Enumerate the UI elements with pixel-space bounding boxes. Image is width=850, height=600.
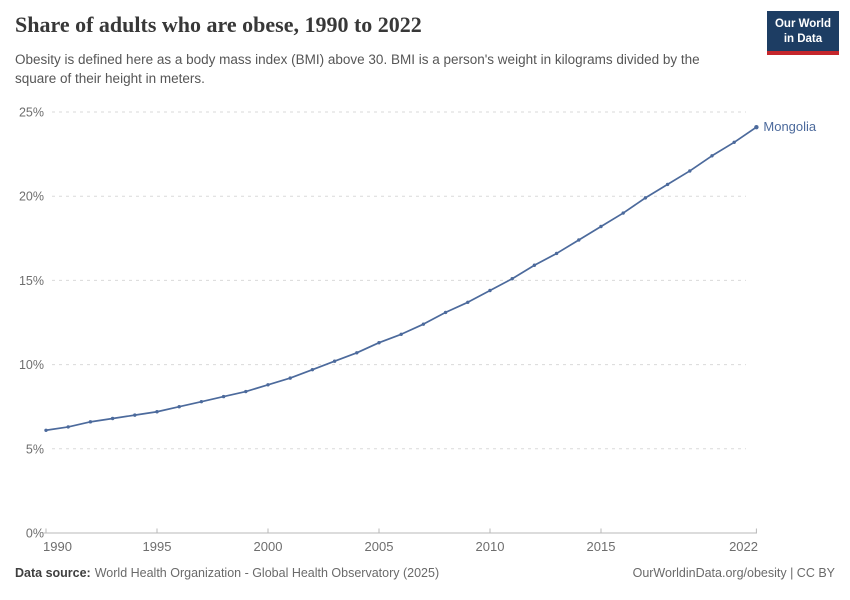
data-source-value: World Health Organization - Global Healt… (94, 566, 440, 580)
y-tick-label: 25% (19, 106, 44, 120)
data-point (244, 389, 248, 394)
data-point (332, 359, 337, 363)
data-point (110, 416, 115, 421)
data-point (443, 310, 448, 315)
data-point (710, 154, 714, 158)
data-point (688, 169, 692, 173)
x-tick-label: 2010 (476, 539, 505, 554)
data-source-label: Data source: (15, 566, 91, 580)
data-point (199, 399, 204, 404)
data-point (532, 263, 537, 267)
attribution: OurWorldinData.org/obesity | CC BY (632, 566, 835, 580)
mongolia-label: Mongolia (763, 119, 817, 134)
data-point (665, 182, 670, 187)
data-point (133, 413, 137, 417)
page-title: Share of adults who are obese, 1990 to 2… (15, 12, 422, 37)
data-point (732, 140, 736, 145)
data-point (377, 341, 381, 345)
data-point (554, 251, 559, 256)
x-tick-label: 2005 (365, 539, 394, 554)
data-point (421, 322, 426, 326)
data-point (643, 196, 648, 200)
data-point (177, 405, 181, 409)
mongolia-line (45, 126, 757, 432)
data-source: Data source: World Health Organization - … (15, 566, 439, 580)
x-tick-label: 1995 (143, 539, 172, 554)
data-point (288, 376, 292, 380)
y-tick-label: 0% (26, 527, 44, 541)
y-tick-label: 15% (19, 274, 44, 288)
chart-subtitle: Obesity is defined here as a body mass i… (15, 52, 700, 87)
data-point (221, 394, 226, 399)
owid-logo-line2: in Data (783, 32, 823, 45)
x-tick-label: 1990 (43, 539, 72, 554)
data-point (266, 383, 270, 387)
chart-footer: Data source: World Health Organization - … (0, 566, 850, 580)
data-point (44, 428, 48, 432)
owid-logo-line1: Our World (774, 18, 831, 30)
y-tick-label: 5% (26, 442, 44, 456)
data-point (488, 288, 492, 293)
data-point (66, 425, 70, 429)
data-point (621, 211, 625, 215)
data-point (399, 332, 403, 336)
data-point (599, 224, 603, 229)
data-point (754, 124, 759, 130)
data-point (577, 238, 581, 242)
owid-logo: Our World in Data (766, 11, 839, 55)
data-point (310, 367, 315, 372)
x-tick-label: 2022 (729, 539, 758, 554)
x-tick-label: 2015 (587, 539, 616, 554)
y-tick-label: 20% (19, 190, 44, 204)
data-point (355, 351, 359, 355)
data-point (466, 300, 470, 304)
data-point (155, 410, 159, 414)
data-point (510, 277, 514, 281)
y-tick-label: 10% (19, 358, 44, 372)
data-point (88, 420, 93, 424)
obesity-line-chart: 0% 5% 10% 15% 20% 25% 1990 1995 2000 2005 2010 2015… (19, 106, 817, 555)
x-tick-label: 2000 (254, 539, 283, 554)
